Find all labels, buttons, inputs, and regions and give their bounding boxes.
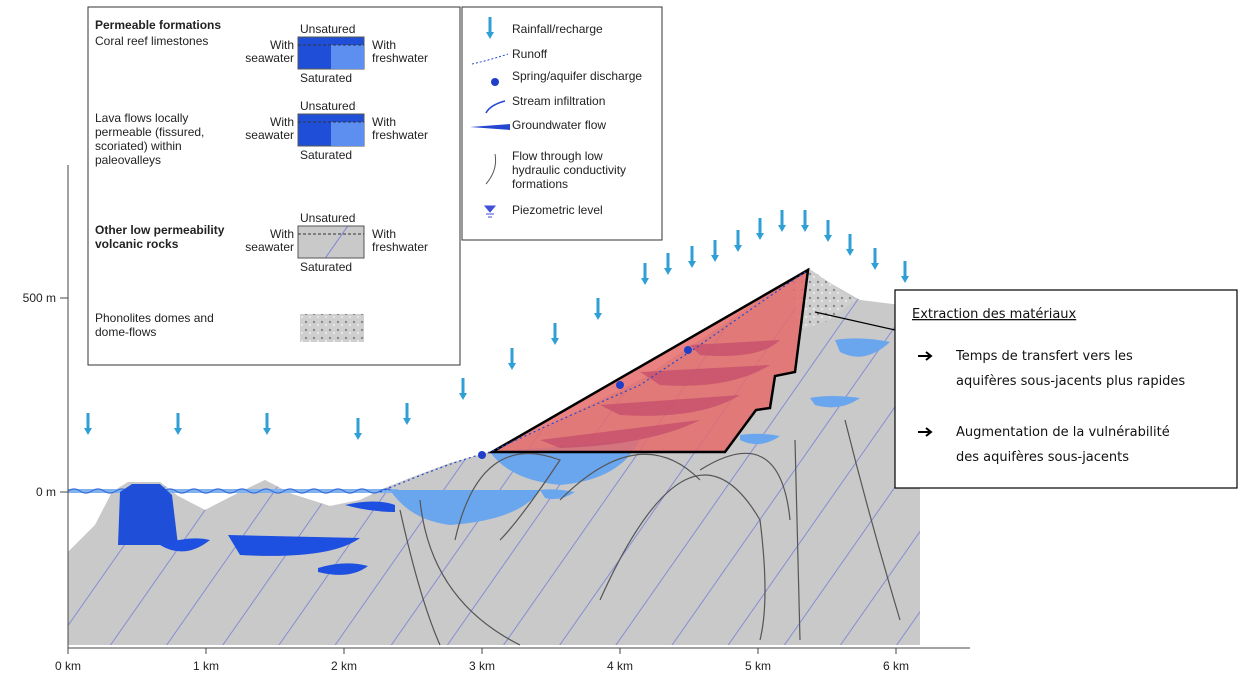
diagram: 500 m 0 m 0 km 1 km 2 km 3 km 4 km 5 km 6 km Perm… — [0, 0, 1247, 680]
symbol-label: Stream infiltration — [512, 94, 605, 108]
spring — [616, 381, 624, 389]
y-tick-label: 500 m — [23, 291, 56, 305]
formation-swatch — [298, 226, 364, 258]
symbol-label: hydraulic conductivity — [512, 163, 626, 177]
formation-label: scoriated) within — [95, 139, 182, 153]
symbol-label: formations — [512, 177, 568, 191]
formation-label: Phonolites domes and — [95, 311, 214, 325]
x-tick-label: 4 km — [607, 659, 633, 673]
y-tick-label: 0 m — [36, 485, 56, 499]
swatch-left: seawater — [245, 240, 294, 254]
spring — [478, 451, 486, 459]
rainfall-arrow-head — [688, 261, 696, 268]
x-tick-label: 2 km — [331, 659, 357, 673]
rainfall-arrow-head — [174, 428, 182, 435]
coral-reef — [118, 484, 178, 545]
page: { "legend_formations": { "title": "Perme… — [0, 0, 1247, 685]
rainfall-arrow-head — [734, 245, 742, 252]
rainfall-arrow-head — [871, 263, 879, 270]
swatch-right: freshwater — [372, 240, 428, 254]
rainfall-arrow-head — [354, 433, 362, 440]
x-tick-label: 1 km — [193, 659, 219, 673]
rainfall-arrow-head — [403, 418, 411, 425]
symbol-label: Spring/aquifer discharge — [512, 69, 642, 83]
swatch-bottom: Saturated — [300, 148, 352, 162]
swatch-left: With — [270, 115, 294, 129]
swatch-fresh — [331, 122, 364, 146]
formation-label: paleovalleys — [95, 153, 161, 167]
formation-label: permeable (fissured, — [95, 125, 204, 139]
rainfall-arrow-head — [846, 249, 854, 256]
formation-label: Lava flows locally — [95, 111, 188, 125]
rainfall-arrow-head — [801, 225, 809, 232]
callout-title: Extraction des matériaux — [912, 307, 1077, 322]
swatch-bottom: Saturated — [300, 260, 352, 274]
rainfall-arrow-head — [594, 313, 602, 320]
x-tick-label: 0 km — [55, 659, 81, 673]
x-tick-label: 5 km — [745, 659, 771, 673]
formation-label: Coral reef limestones — [95, 34, 208, 48]
formation-swatch — [300, 314, 364, 342]
rainfall-arrow-head — [824, 235, 832, 242]
symbol-label: Rainfall/recharge — [512, 22, 603, 36]
callout-bullet: des aquifères sous-jacents — [956, 450, 1129, 465]
swatch-right: freshwater — [372, 128, 428, 142]
callout-bullet: Temps de transfert vers les — [955, 349, 1133, 364]
symbol-label: Piezometric level — [512, 203, 603, 217]
swatch-bottom: Saturated — [300, 71, 352, 85]
rainfall-arrow-head — [84, 428, 92, 435]
swatch-top: Unsatured — [300, 99, 355, 113]
formation-label: Other low permeability — [95, 223, 225, 237]
rainfall-arrow-head — [263, 428, 271, 435]
x-tick-label: 6 km — [883, 659, 909, 673]
symbol-label: Groundwater flow — [512, 118, 606, 132]
rainfall-arrow-head — [508, 363, 516, 370]
rainfall-arrow-head — [756, 233, 764, 240]
rainfall-arrow-head — [459, 393, 467, 400]
swatch-left: seawater — [245, 51, 294, 65]
callout-bullet: Augmentation de la vulnérabilité — [956, 425, 1170, 440]
symbol-spring — [491, 78, 499, 86]
rainfall-arrow-head — [664, 268, 672, 275]
spring — [684, 346, 692, 354]
rainfall-arrow-head — [901, 276, 909, 283]
symbol-label: Runoff — [512, 47, 548, 61]
rainfall-arrow-head — [551, 338, 559, 345]
swatch-right: With — [372, 115, 396, 129]
callout-bullet: aquifères sous-jacents plus rapides — [956, 374, 1185, 389]
swatch-right: freshwater — [372, 51, 428, 65]
swatch-right: With — [372, 38, 396, 52]
rainfall-arrow-head — [711, 255, 719, 262]
rainfall-arrow-head — [641, 278, 649, 285]
swatch-right: With — [372, 227, 396, 241]
formation-label: dome-flows — [95, 325, 156, 339]
rainfall-arrow-head — [778, 225, 786, 232]
formation-label: volcanic rocks — [95, 237, 179, 251]
swatch-left: seawater — [245, 128, 294, 142]
symbol-label: Flow through low — [512, 149, 603, 163]
swatch-left: With — [270, 227, 294, 241]
swatch-top: Unsatured — [300, 211, 355, 225]
x-tick-label: 3 km — [469, 659, 495, 673]
legend-title: Permeable formations — [95, 18, 221, 32]
swatch-left: With — [270, 38, 294, 52]
swatch-top: Unsatured — [300, 22, 355, 36]
swatch-fresh — [331, 45, 364, 69]
